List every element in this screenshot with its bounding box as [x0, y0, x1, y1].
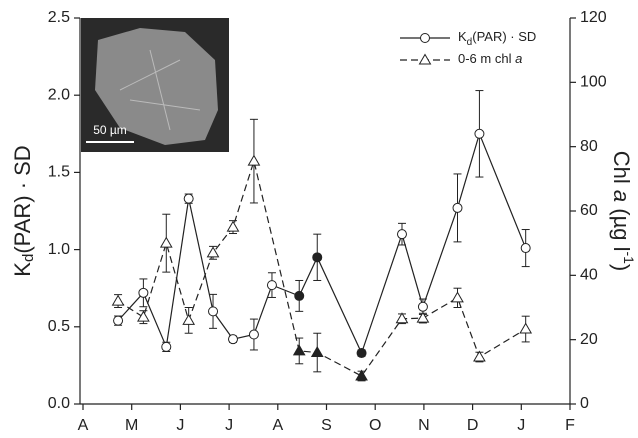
x-tick-label: N: [418, 417, 430, 434]
marker: [209, 307, 218, 316]
y-tick-label: 0.0: [48, 395, 70, 412]
marker: [452, 292, 463, 302]
series-line: [118, 134, 526, 353]
marker: [474, 352, 485, 362]
y2-tick-label: 60: [580, 202, 598, 219]
x-tick-label: A: [272, 417, 283, 434]
y2-tick-label: 120: [580, 9, 607, 26]
chart: 50 µm Kd(PAR) · SD Chl a (µg l-1) 0.0 0.5…: [0, 0, 638, 438]
y2-tick-label: 20: [580, 331, 598, 348]
marker: [249, 330, 258, 339]
y-axis-label: Kd(PAR) · SD: [10, 145, 37, 276]
y2-axis-label: Chl a (µg l-1): [609, 151, 637, 272]
y-tick-label: 1.0: [48, 241, 70, 258]
y-tick-label: 2.5: [48, 9, 70, 26]
x-tick-label: F: [565, 417, 575, 434]
y-tick-label: 0.5: [48, 318, 70, 335]
marker: [295, 291, 304, 300]
marker: [475, 129, 484, 138]
marker: [418, 302, 427, 311]
x-tick-label: J: [176, 417, 184, 434]
x-tick-label: A: [78, 417, 89, 434]
marker: [248, 156, 259, 166]
legend-label: Kd(PAR) · SD: [458, 29, 536, 47]
inset-label: 50 µm: [93, 123, 127, 137]
marker: [139, 288, 148, 297]
marker: [114, 316, 123, 325]
legend-label-part: a: [515, 51, 522, 66]
marker: [453, 203, 462, 212]
legend-label-part: K: [458, 29, 467, 44]
marker: [312, 347, 323, 357]
marker: [313, 253, 322, 262]
legend-label-part: (PAR) · SD: [472, 29, 536, 44]
marker: [397, 230, 406, 239]
marker: [184, 194, 193, 203]
y-tick-label: 1.5: [48, 164, 70, 181]
y2-tick-label: 0: [580, 395, 589, 412]
marker: [521, 244, 530, 253]
marker: [520, 324, 531, 334]
marker: [113, 296, 124, 306]
marker: [294, 345, 305, 355]
x-tick-label: O: [369, 417, 381, 434]
y2-tick-label: 80: [580, 138, 598, 155]
x-tick-label: S: [321, 417, 332, 434]
x-tick-label: M: [125, 417, 138, 434]
x-tick-label: D: [467, 417, 479, 434]
marker: [161, 238, 172, 248]
marker: [183, 315, 194, 325]
y2-tick-label: 40: [580, 267, 598, 284]
marker: [356, 371, 367, 381]
y2-tick-label: 100: [580, 74, 607, 91]
marker: [267, 281, 276, 290]
marker: [420, 55, 431, 65]
marker: [162, 342, 171, 351]
marker: [227, 222, 238, 232]
marker: [228, 335, 237, 344]
inset-image: 50 µm: [81, 18, 229, 152]
marker: [421, 34, 430, 43]
marker: [396, 313, 407, 323]
legend-label-part: 0-6 m chl: [458, 51, 515, 66]
y-tick-label: 2.0: [48, 86, 70, 103]
marker: [138, 312, 149, 322]
marker: [357, 349, 366, 358]
x-tick-label: J: [517, 417, 525, 434]
legend-label: 0-6 m chl a: [458, 51, 522, 66]
x-tick-label: J: [225, 417, 233, 434]
